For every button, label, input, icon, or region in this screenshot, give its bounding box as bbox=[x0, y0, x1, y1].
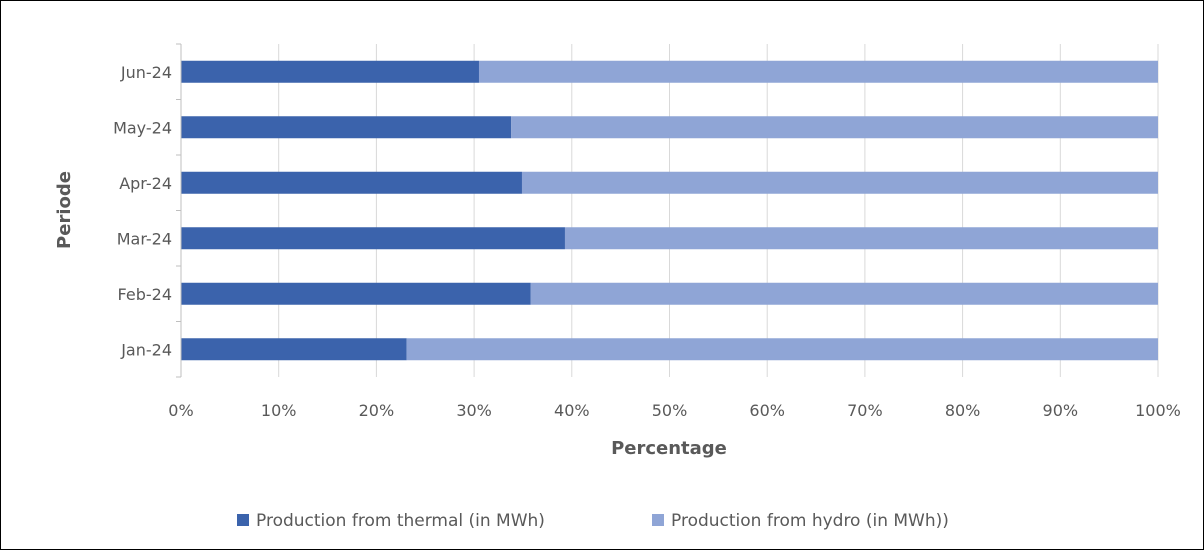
bar-hydro-may-24 bbox=[511, 116, 1158, 139]
bar-thermal-jun-24 bbox=[181, 60, 479, 83]
bar-hydro-jun-24 bbox=[478, 60, 1158, 83]
x-tick-label: 20% bbox=[359, 401, 395, 420]
bar-hydro-feb-24 bbox=[530, 282, 1158, 305]
x-tick-label: 10% bbox=[261, 401, 297, 420]
x-tick-label: 60% bbox=[749, 401, 785, 420]
x-tick-label: 90% bbox=[1043, 401, 1079, 420]
y-tick-label: Apr-24 bbox=[119, 174, 172, 193]
bar-thermal-jan-24 bbox=[181, 338, 407, 361]
bar-thermal-may-24 bbox=[181, 116, 512, 139]
bar-hydro-jan-24 bbox=[406, 338, 1158, 361]
gridlines bbox=[278, 44, 1159, 377]
x-tick-label: 0% bbox=[168, 401, 193, 420]
bar-thermal-apr-24 bbox=[181, 171, 522, 194]
bars bbox=[181, 60, 1158, 361]
x-tick-label: 70% bbox=[847, 401, 883, 420]
bar-thermal-feb-24 bbox=[181, 282, 531, 305]
y-tick-label: May-24 bbox=[113, 118, 172, 137]
bar-hydro-mar-24 bbox=[564, 227, 1158, 250]
x-tick-label: 30% bbox=[456, 401, 492, 420]
x-axis-title: Percentage bbox=[611, 438, 727, 459]
x-tick-label: 40% bbox=[554, 401, 590, 420]
legend-swatch-hydro bbox=[652, 514, 664, 526]
y-axis: Jan-24 Feb-24 Mar-24 Apr-24 May-24 Jun-24 bbox=[113, 43, 182, 378]
y-axis-title: Periode bbox=[54, 171, 75, 249]
x-tick-labels: 0% 10% 20% 30% 40% 50% 60% 70% 80% 90% 100% bbox=[168, 401, 1181, 420]
x-tick-label: 80% bbox=[945, 401, 981, 420]
x-tick-label: 100% bbox=[1135, 401, 1181, 420]
legend-label-thermal: Production from thermal (in MWh) bbox=[256, 511, 545, 531]
y-tick-label: Jun-24 bbox=[120, 63, 172, 82]
x-tick-label: 50% bbox=[652, 401, 688, 420]
legend-label-hydro: Production from hydro (in MWh)) bbox=[671, 511, 949, 531]
legend: Production from thermal (in MWh) Product… bbox=[237, 511, 949, 531]
bar-thermal-mar-24 bbox=[181, 227, 565, 250]
y-tick-label: Feb-24 bbox=[118, 285, 172, 304]
y-tick-label: Mar-24 bbox=[117, 229, 172, 248]
legend-swatch-thermal bbox=[237, 514, 249, 526]
y-tick-label: Jan-24 bbox=[120, 340, 172, 359]
bar-hydro-apr-24 bbox=[521, 171, 1158, 194]
